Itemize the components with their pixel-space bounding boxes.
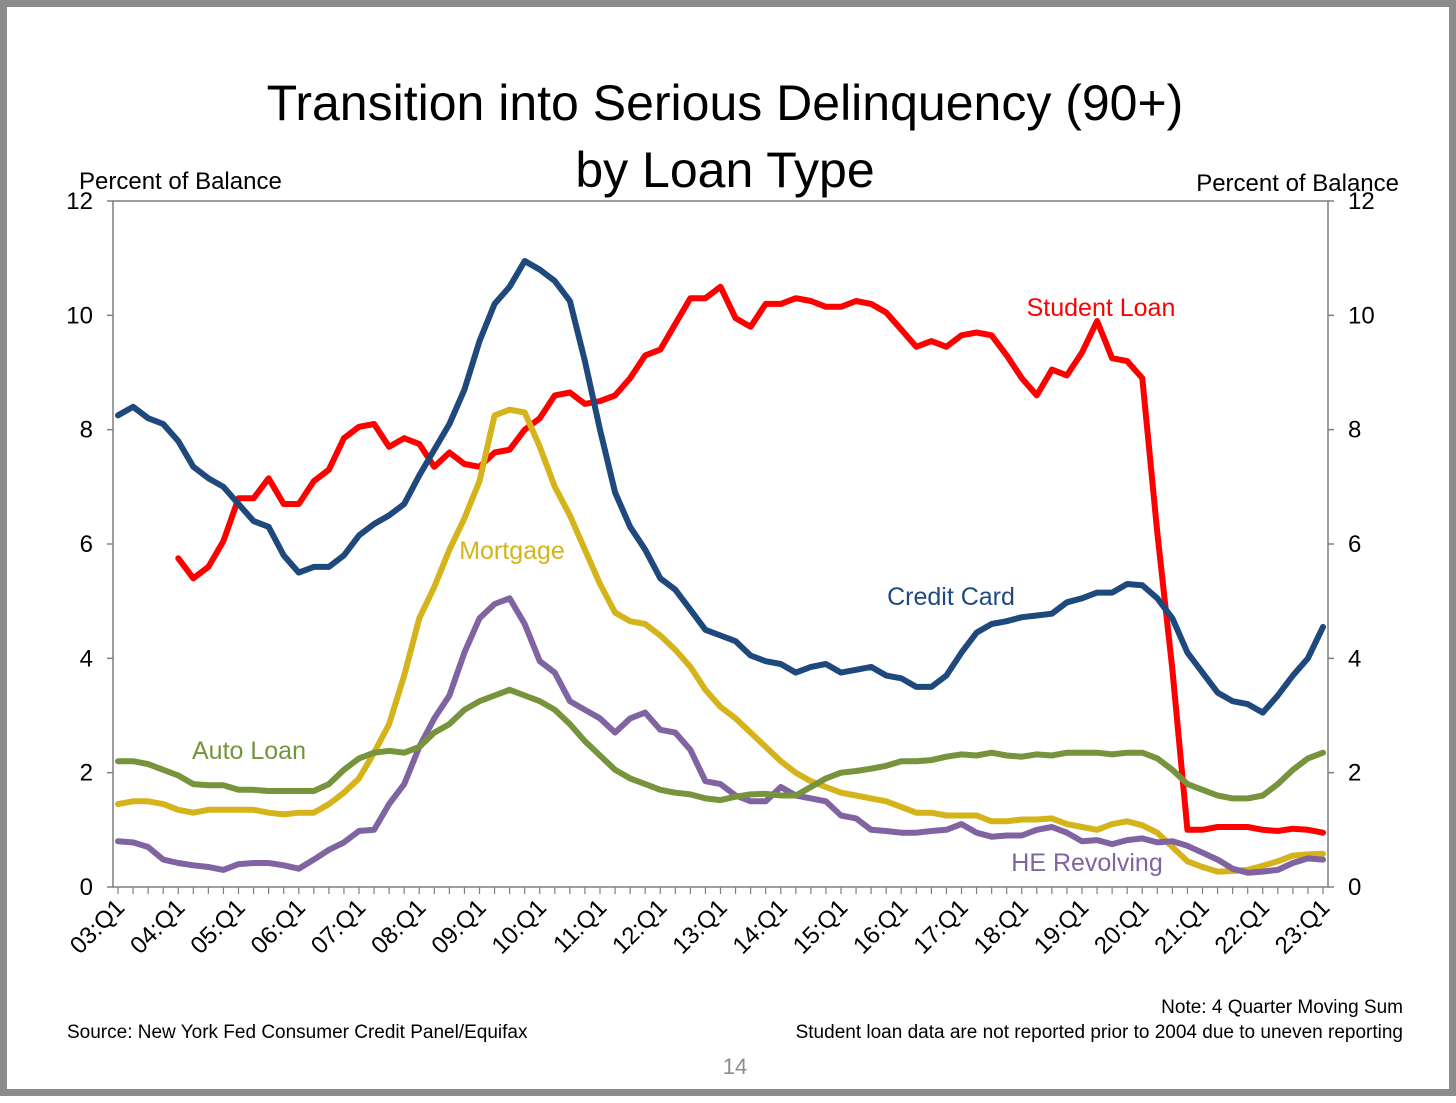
y-tick-label-left: 12 bbox=[66, 188, 93, 215]
y-tick-label-right: 0 bbox=[1348, 874, 1361, 901]
series-label-credit-card: Credit Card bbox=[887, 583, 1015, 611]
y-tick-label-right: 10 bbox=[1348, 302, 1375, 329]
x-tick-label: 17:Q1 bbox=[908, 894, 973, 959]
left-axis-title: Percent of Balance bbox=[79, 168, 282, 195]
chart: Transition into Serious Delinquency (90+… bbox=[65, 75, 1403, 1079]
x-tick-label: 11:Q1 bbox=[548, 894, 612, 958]
x-tick-label: 21:Q1 bbox=[1149, 894, 1214, 959]
note-line2: Student loan data are not reported prior… bbox=[796, 1022, 1403, 1043]
y-tick-label-left: 0 bbox=[80, 874, 93, 901]
x-tick-label: 09:Q1 bbox=[426, 894, 491, 959]
x-tick-label: 07:Q1 bbox=[306, 894, 371, 959]
x-tick-label: 19:Q1 bbox=[1029, 894, 1094, 959]
series-line-credit-card bbox=[115, 258, 1326, 716]
chart-title-line2: by Loan Type bbox=[575, 142, 874, 198]
x-tick-label: 23:Q1 bbox=[1270, 894, 1335, 959]
y-tick-label-left: 10 bbox=[66, 302, 93, 329]
series-line-student-loan bbox=[175, 283, 1326, 836]
x-tick-label: 15:Q1 bbox=[788, 894, 853, 959]
series-line-auto-loan bbox=[115, 686, 1326, 804]
y-tick-label-right: 4 bbox=[1348, 645, 1361, 672]
source-note: Source: New York Fed Consumer Credit Pan… bbox=[67, 1022, 528, 1043]
y-tick-label-right: 8 bbox=[1348, 417, 1361, 444]
y-tick-label-left: 4 bbox=[80, 645, 93, 672]
x-tick-label: 12:Q1 bbox=[607, 894, 672, 959]
y-tick-label-right: 6 bbox=[1348, 531, 1361, 558]
note-line1: Note: 4 Quarter Moving Sum bbox=[1161, 997, 1403, 1018]
y-tick-label-right: 2 bbox=[1348, 760, 1361, 787]
series-label-he-revolving: HE Revolving bbox=[1011, 849, 1162, 877]
series-label-student-loan: Student Loan bbox=[1027, 294, 1176, 322]
x-tick-label: 10:Q1 bbox=[487, 894, 552, 959]
x-tick-label: 20:Q1 bbox=[1089, 894, 1154, 959]
x-tick-label: 04:Q1 bbox=[125, 894, 190, 959]
series-line-he-revolving bbox=[115, 595, 1326, 876]
x-tick-label: 16:Q1 bbox=[848, 894, 913, 959]
x-tick-label: 05:Q1 bbox=[185, 894, 250, 959]
y-tick-label-left: 2 bbox=[80, 760, 93, 787]
series-line-mortgage bbox=[115, 406, 1326, 875]
y-tick-label-left: 6 bbox=[80, 531, 93, 558]
series-label-auto-loan: Auto Loan bbox=[192, 737, 306, 765]
page-number: 14 bbox=[723, 1054, 747, 1079]
series-label-mortgage: Mortgage bbox=[459, 537, 565, 565]
right-axis-title: Percent of Balance bbox=[1196, 170, 1399, 197]
x-tick-label: 14:Q1 bbox=[728, 894, 793, 959]
x-tick-label: 03:Q1 bbox=[65, 894, 130, 959]
chart-title-line1: Transition into Serious Delinquency (90+… bbox=[267, 75, 1184, 131]
x-tick-label: 18:Q1 bbox=[969, 894, 1034, 959]
x-tick-label: 06:Q1 bbox=[246, 894, 311, 959]
y-tick-label-right: 12 bbox=[1348, 188, 1375, 215]
x-tick-label: 08:Q1 bbox=[366, 894, 431, 959]
y-tick-label-left: 8 bbox=[80, 417, 93, 444]
x-tick-label: 22:Q1 bbox=[1210, 894, 1275, 959]
x-tick-label: 13:Q1 bbox=[667, 894, 732, 959]
